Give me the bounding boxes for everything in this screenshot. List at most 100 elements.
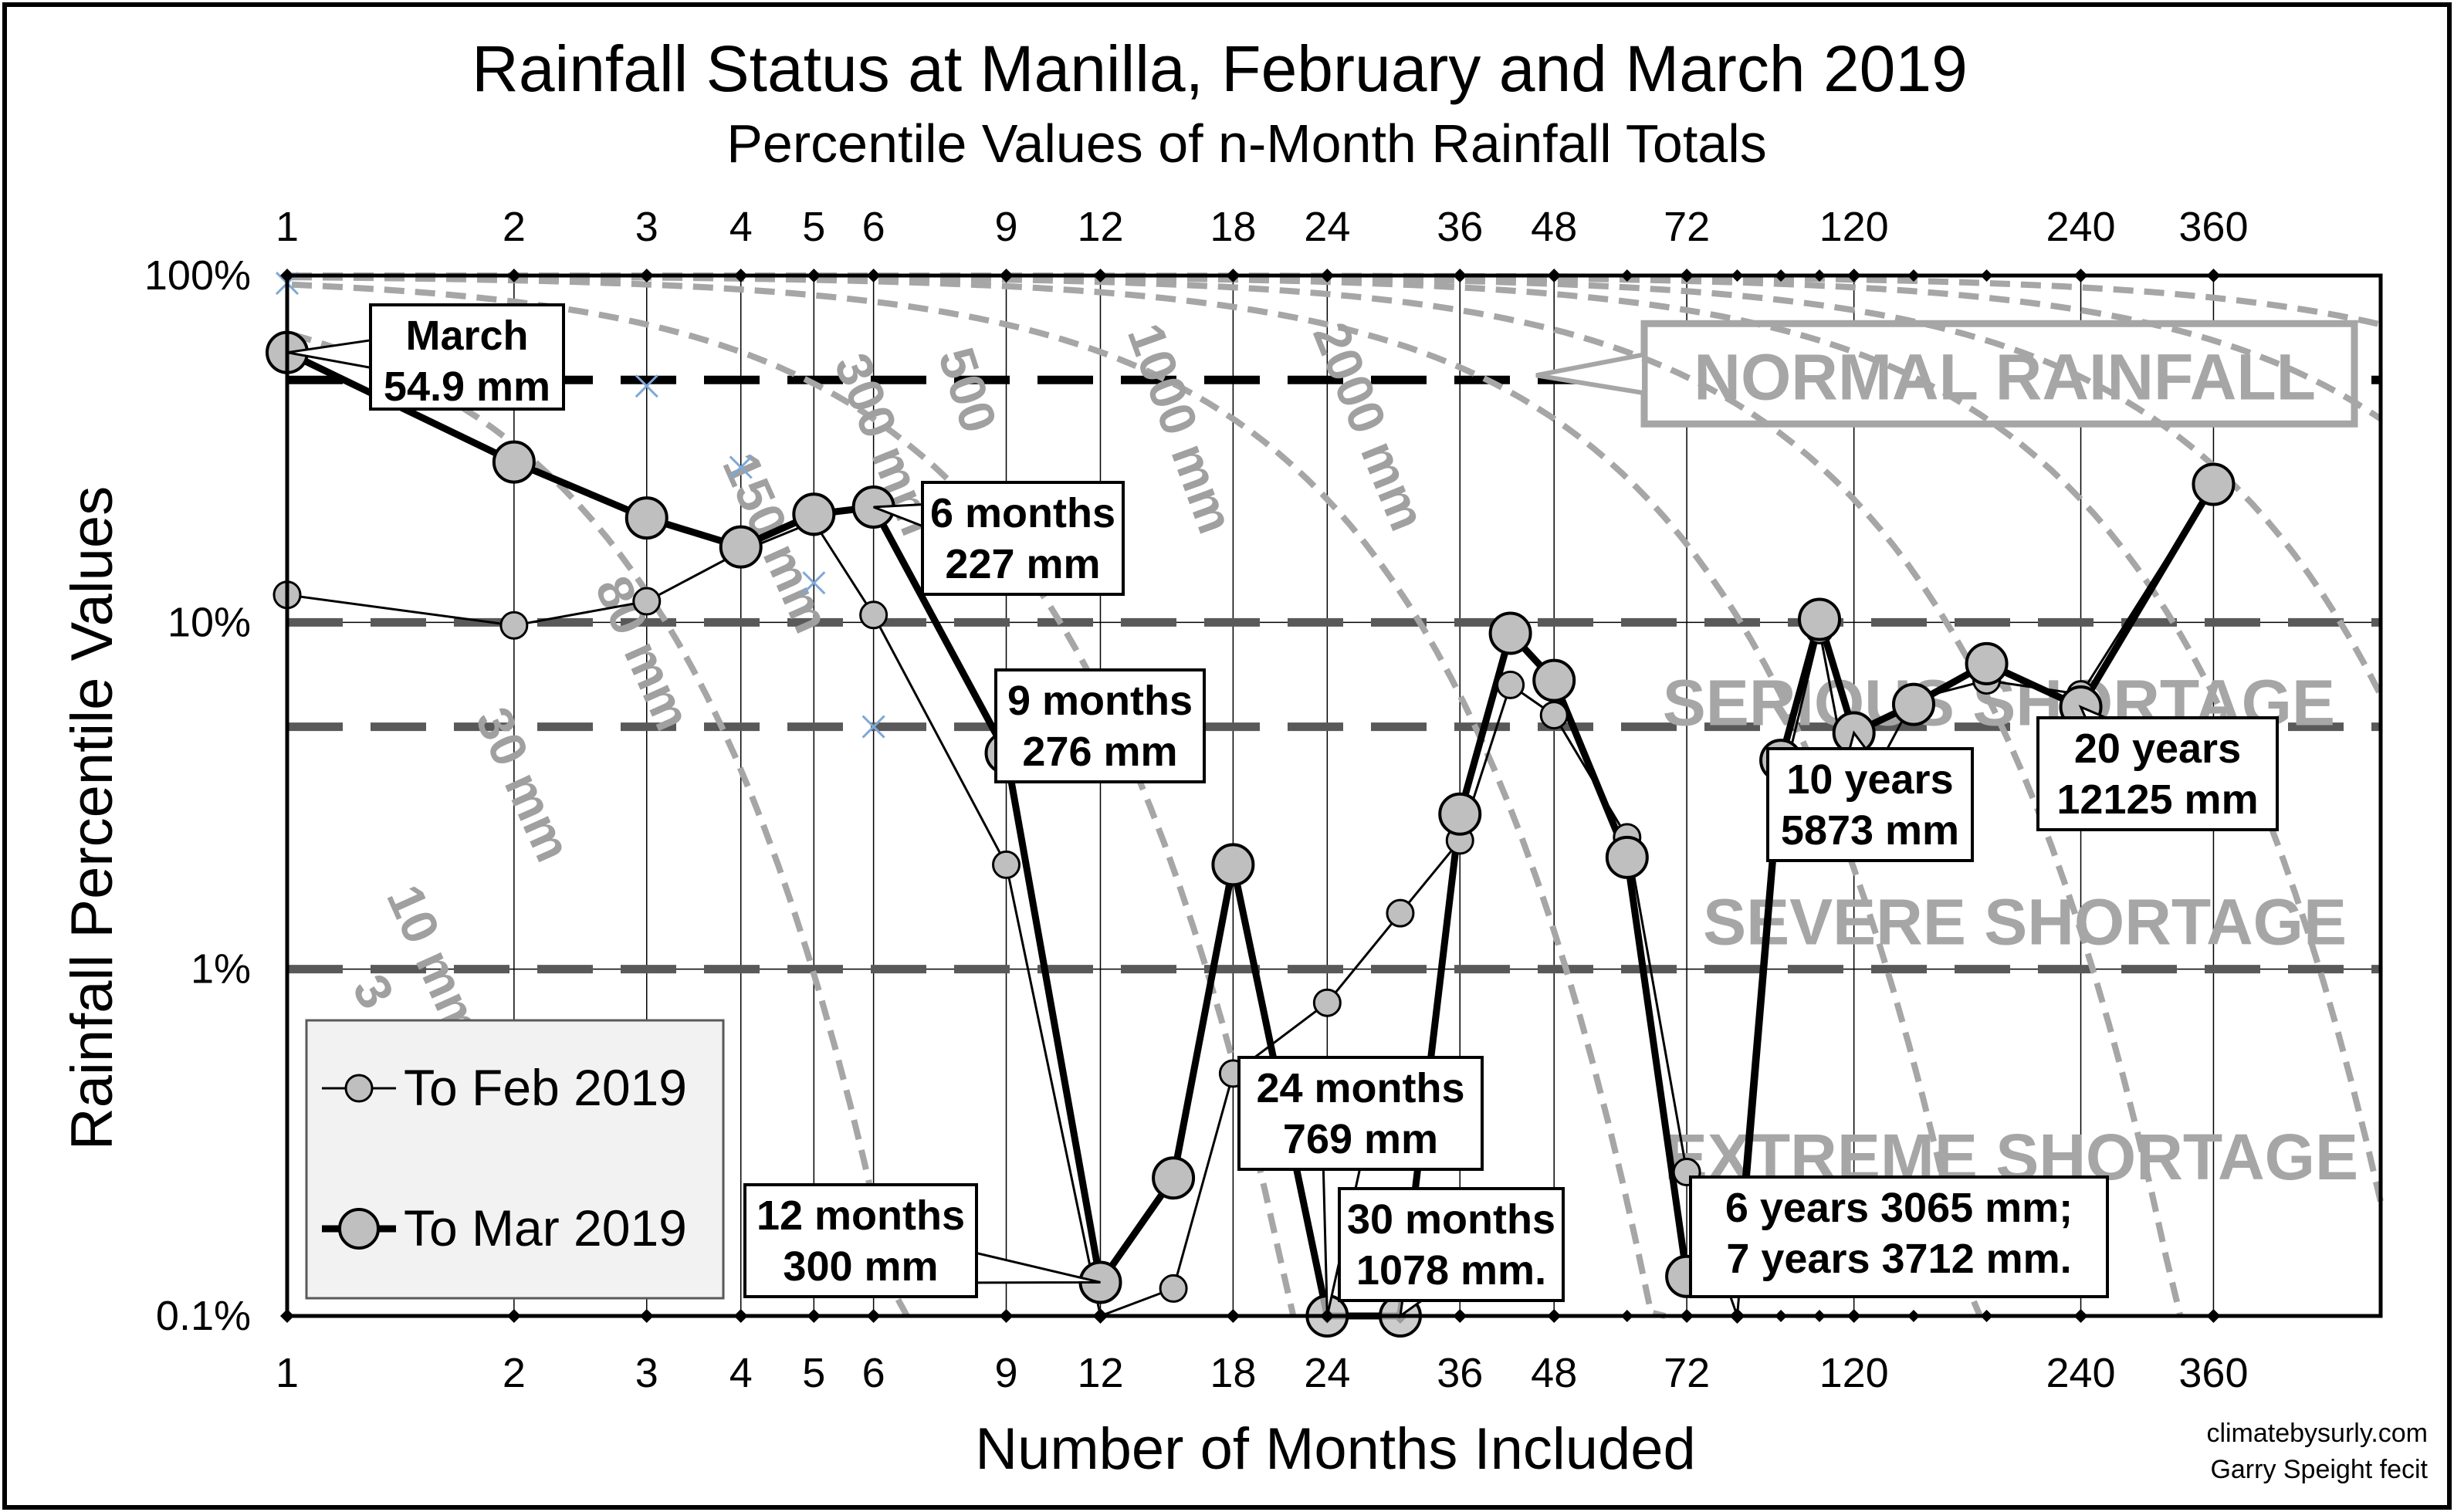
- callout-text-7-0: 10 years: [1786, 756, 1953, 803]
- series-1-point-21: [1891, 682, 1935, 726]
- x-tick-label-bottom-0: 1: [276, 1350, 299, 1396]
- x-tick-label-top-4: 5: [802, 204, 825, 250]
- x-tick-label-bottom-7: 12: [1077, 1350, 1123, 1396]
- y-tick-label-2: 10%: [168, 599, 251, 645]
- legend-label-feb: To Feb 2019: [404, 1059, 687, 1116]
- x-tick-label-bottom-11: 48: [1531, 1350, 1577, 1396]
- x-tick-label-bottom-2: 3: [635, 1350, 658, 1396]
- callout-text-8-0: 20 years: [2074, 726, 2241, 772]
- callout-boxes: March 54.9 mm 6 months 227 mm 9 months 276 mm…: [286, 303, 2279, 1319]
- series-1-point-24: [2192, 462, 2236, 506]
- threshold-lines: [287, 375, 2381, 974]
- y-tick-label-3: 100%: [144, 252, 251, 299]
- callout-text-2-0: 9 months: [1007, 678, 1193, 724]
- x-tick-label-top-14: 240: [2046, 204, 2115, 250]
- callout-box-4: [1237, 1056, 1484, 1171]
- callout-box-3: [743, 1183, 978, 1298]
- x-tick-label-top-8: 18: [1210, 204, 1256, 250]
- x-tick-label-top-7: 12: [1077, 204, 1123, 250]
- callout-text-3-0: 12 months: [757, 1192, 965, 1239]
- callout-box-2: [994, 668, 1206, 783]
- plot-area-border: [285, 273, 2383, 1318]
- callout-box-1: [921, 481, 1125, 596]
- callout-text-8-1: 12125 mm: [2056, 776, 2258, 823]
- callout-text-5-1: 1078 mm.: [1356, 1247, 1546, 1294]
- series-1-point-12: [1438, 792, 1482, 836]
- x-tick-label-top-2: 3: [635, 204, 658, 250]
- series-1-point-9: [1211, 843, 1255, 887]
- x-tick-label-bottom-6: 9: [994, 1350, 1017, 1396]
- iso-curve-2: [291, 274, 1667, 1319]
- x-tick-label-bottom-8: 18: [1210, 1350, 1256, 1396]
- x-tick-label-top-13: 120: [1819, 204, 1889, 250]
- series-0-point-10: [1312, 988, 1342, 1017]
- callout-text-6-0: 6 years 3065 mm;: [1725, 1185, 2073, 1231]
- x-tick-label-top-1: 2: [503, 204, 526, 250]
- series-0-point-5: [859, 600, 889, 630]
- x-tick-label-top-9: 24: [1304, 204, 1350, 250]
- y-tick-label-1: 1%: [191, 946, 251, 993]
- x-tick-label-top-10: 36: [1437, 204, 1483, 250]
- series-0-point-2: [632, 587, 662, 616]
- x-tick-label-top-5: 6: [862, 204, 885, 250]
- series-0-point-8: [1159, 1274, 1188, 1303]
- reference-cross-4: [861, 715, 885, 739]
- callout-text-0-1: 54.9 mm: [384, 364, 550, 410]
- callout-text-3-1: 300 mm: [783, 1243, 938, 1290]
- zone-label-0: NORMAL RAINFALL: [1694, 340, 2316, 413]
- series-0-point-11: [1386, 898, 1415, 928]
- callout-text-2-1: 276 mm: [1022, 729, 1177, 775]
- x-tick-label-bottom-9: 24: [1304, 1350, 1350, 1396]
- series-1-point-8: [1152, 1156, 1196, 1200]
- callout-box-6: [1689, 1175, 2109, 1298]
- x-tick-label-bottom-15: 360: [2178, 1350, 2248, 1396]
- chart-subtitle: Percentile Values of n-Month Rainfall To…: [726, 113, 1767, 174]
- callout-text-0-0: March: [405, 313, 528, 359]
- series-1-point-2: [625, 496, 669, 540]
- series-1-point-4: [792, 492, 836, 536]
- x-tick-label-bottom-13: 120: [1819, 1350, 1889, 1396]
- x-axis-label: Number of Months Included: [975, 1416, 1696, 1482]
- credit-website: climatebysurly.com: [2206, 1419, 2428, 1448]
- series-0-point-6: [992, 850, 1021, 879]
- series-1-point-15: [1605, 835, 1649, 879]
- reference-cross-3: [802, 571, 826, 595]
- x-tick-label-bottom-12: 72: [1664, 1350, 1710, 1396]
- series-1-point-3: [719, 525, 763, 569]
- legend-box: [305, 1019, 725, 1300]
- series-1-point-1: [492, 440, 536, 484]
- callout-text-6-1: 7 years 3712 mm.: [1726, 1236, 2071, 1282]
- callout-box-7: [1766, 747, 1974, 862]
- series-0-point-14: [1539, 701, 1569, 730]
- reference-cross-1: [635, 374, 658, 398]
- x-tick-label-top-3: 4: [729, 204, 753, 250]
- series-1-point-13: [1488, 611, 1532, 655]
- legend: To Feb 2019 To Mar 2019: [305, 1019, 725, 1300]
- legend-marker-feb: [344, 1074, 374, 1103]
- x-tick-label-bottom-5: 6: [862, 1350, 885, 1396]
- reference-cross-2: [729, 455, 753, 479]
- x-tick-label-top-6: 9: [994, 204, 1017, 250]
- series-1-point-14: [1532, 658, 1576, 702]
- y-tick-label-0: 0.1%: [156, 1293, 251, 1339]
- callout-text-4-0: 24 months: [1256, 1065, 1464, 1111]
- callout-box-0: [369, 303, 565, 411]
- zone-label-2: SEVERE SHORTAGE: [1703, 886, 2347, 959]
- callout-text-5-0: 30 months: [1347, 1196, 1555, 1243]
- series-layer: [266, 330, 2236, 1338]
- legend-marker-mar: [338, 1208, 380, 1250]
- x-tick-label-top-0: 1: [276, 204, 299, 250]
- x-tick-label-top-15: 360: [2178, 204, 2248, 250]
- x-tick-label-top-12: 72: [1664, 204, 1710, 250]
- callout-text-7-1: 5873 mm: [1781, 807, 1959, 854]
- x-tick-label-bottom-3: 4: [729, 1350, 753, 1396]
- x-tick-label-top-11: 48: [1531, 204, 1577, 250]
- callout-box-5: [1338, 1187, 1565, 1302]
- series-1-point-19: [1798, 597, 1842, 641]
- x-tick-label-bottom-14: 240: [2046, 1350, 2115, 1396]
- x-tick-label-bottom-4: 5: [802, 1350, 825, 1396]
- callout-text-1-0: 6 months: [930, 490, 1115, 536]
- normal-rainfall-pointer: [1535, 351, 1647, 396]
